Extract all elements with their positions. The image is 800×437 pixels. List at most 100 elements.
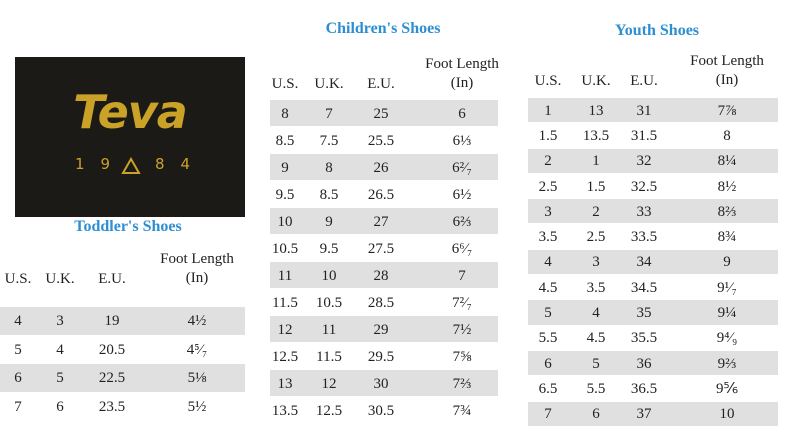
table-cell: 11 [277,267,293,284]
table-cell: 34.5 [630,279,658,296]
table-row [528,351,778,376]
table-row [0,307,245,335]
table-cell: 32.5 [630,178,658,195]
table-row [0,364,245,392]
table-cell: 10 [321,267,337,284]
table-cell: 31.5 [630,127,658,144]
table-cell: 2.5 [538,178,558,195]
table-cell: 8.5 [319,186,339,203]
table-cell: 6 [458,105,466,122]
table-cell: 31 [636,102,652,119]
table-row [270,262,498,288]
logo-year: 84 [155,155,207,173]
column-header: E.U. [630,73,658,89]
table-cell: 5 [592,355,600,372]
table-cell: 3 [592,254,600,271]
column-header: U.K. [45,271,75,287]
table-cell: 26.5 [367,186,395,203]
table-cell: 11 [321,321,337,338]
table-row [270,154,498,180]
table-cell: 1 [592,153,600,170]
table-cell: 8.5 [275,132,295,149]
column-header: U.S. [4,271,32,287]
table-cell: 6½ [452,186,472,203]
table-cell: 8½ [717,178,737,195]
table-cell: 28 [373,267,389,284]
table-row [528,401,778,426]
table-cell: 12.5 [315,402,343,419]
table-cell: 7 [458,267,466,284]
table-row [528,300,778,325]
table-row [528,148,778,173]
table-cell: 13.5 [582,127,610,144]
table-cell: 3 [544,203,552,220]
table-cell: 13.5 [271,402,299,419]
column-header: U.S. [534,73,562,89]
column-header: E.U. [98,271,126,287]
table-cell: 8 [281,105,289,122]
table-cell: 1.5 [538,127,558,144]
table-row [528,199,778,224]
table-cell: 9¼ [717,305,737,322]
table-cell: 19 [104,313,120,330]
column-header: E.U. [367,76,395,92]
table-cell: 7⅔ [452,375,472,392]
table-title: Children's Shoes [325,20,441,37]
table-cell: 30.5 [367,402,395,419]
table-cell: 2 [544,153,552,170]
logo: Teva 19 84 [15,57,245,217]
table-cell: 4 [592,305,600,322]
table-cell: 13 [588,102,604,119]
table-cell: 29 [373,321,389,338]
column-header: Foot Length (In) [690,53,764,88]
table-cell: 11.5 [272,294,298,311]
table-row [528,98,778,123]
table-cell: 7⅞ [717,102,737,119]
table-cell: 7 [14,398,22,415]
table-row [528,249,778,275]
table-cell: 6⅓ [452,132,472,149]
table-cell: 8¼ [717,153,737,170]
table-row [270,208,498,234]
table-cell: 7 [325,105,333,122]
table-cell: 13 [277,375,293,392]
table-cell: 37 [636,406,652,423]
table-cell: 7⅝ [452,348,472,365]
table-cell: 28.5 [367,294,395,311]
table-cell: 5 [14,341,22,358]
table-cell: 6⅔ [452,213,472,230]
table-cell: 4.5 [586,330,606,347]
table-cell: 5.5 [586,380,606,397]
table-cell: 35 [636,305,652,322]
table-cell: 8¾ [717,229,737,246]
table-cell: 9⅔ [717,355,737,372]
table-cell: 2 [592,203,600,220]
table-cell: 26 [373,159,389,176]
table-cell: 5.5 [538,330,558,347]
table-cell: 7¾ [452,402,472,419]
table-cell: 5 [56,370,64,387]
table-cell: 8 [723,127,731,144]
table-cell: 9⁴⁄₉ [716,330,738,347]
table-cell: 12 [277,321,293,338]
table-cell: 2.5 [586,229,606,246]
table-cell: 27.5 [367,240,395,257]
table-cell: 1.5 [586,178,606,195]
table-cell: 5½ [187,398,207,415]
table-cell: 6 [544,355,552,372]
table-cell: 5 [544,305,552,322]
table-cell: 9.5 [275,186,295,203]
column-header: Foot Length (In) [425,56,499,91]
table-cell: 9 [325,213,333,230]
table-cell: 11.5 [316,348,342,365]
table-cell: 20.5 [98,341,126,358]
table-cell: 4.5 [538,279,558,296]
table-cell: 33.5 [630,229,658,246]
table-cell: 36.5 [630,380,658,397]
table-cell: 10 [277,213,293,230]
table-cell: 4 [14,313,22,330]
table-cell: 35.5 [630,330,658,347]
table-cell: 3 [56,313,64,330]
table-cell: 25.5 [367,132,395,149]
